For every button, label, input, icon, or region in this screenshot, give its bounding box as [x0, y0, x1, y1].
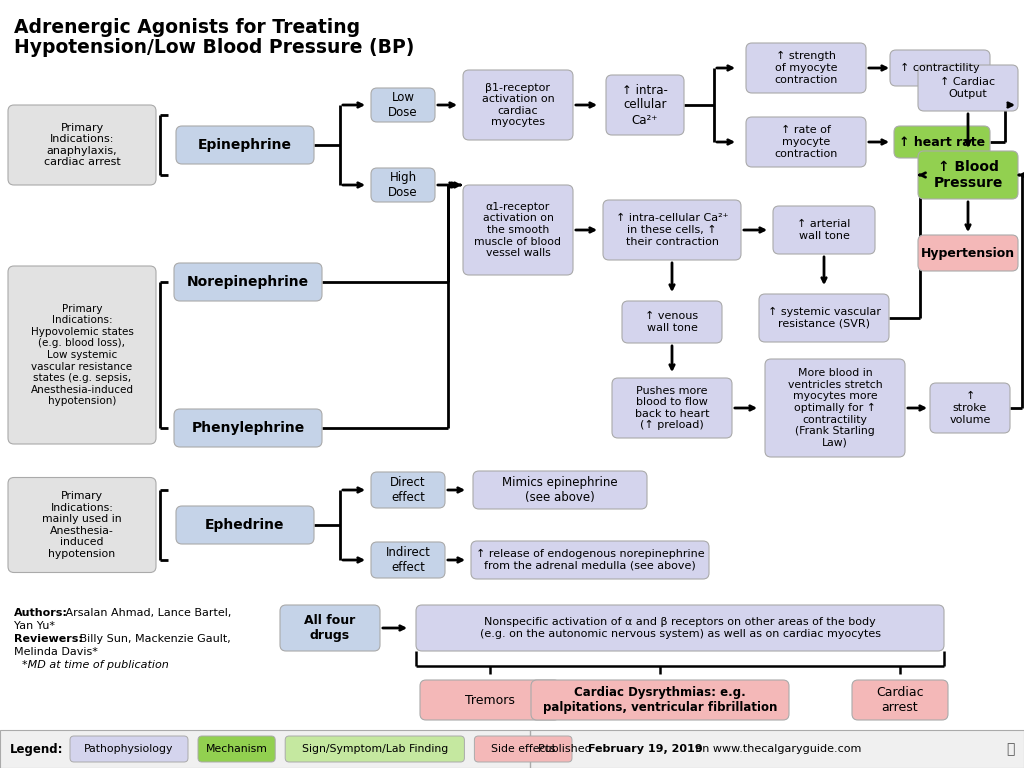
- Text: Ⓒ: Ⓒ: [1006, 742, 1014, 756]
- FancyBboxPatch shape: [473, 471, 647, 509]
- Text: February 19, 2019: February 19, 2019: [588, 744, 702, 754]
- Text: Yan Yu*: Yan Yu*: [14, 621, 55, 631]
- Text: Hypotension/Low Blood Pressure (BP): Hypotension/Low Blood Pressure (BP): [14, 38, 415, 57]
- FancyBboxPatch shape: [773, 206, 874, 254]
- Text: ↑ rate of
myocyte
contraction: ↑ rate of myocyte contraction: [774, 125, 838, 159]
- Text: *MD at time of publication: *MD at time of publication: [22, 660, 169, 670]
- Text: Indirect
effect: Indirect effect: [386, 546, 430, 574]
- Text: ↑ systemic vascular
resistance (SVR): ↑ systemic vascular resistance (SVR): [768, 307, 881, 329]
- Text: Direct
effect: Direct effect: [390, 476, 426, 504]
- Text: Melinda Davis*: Melinda Davis*: [14, 647, 98, 657]
- FancyBboxPatch shape: [918, 65, 1018, 111]
- FancyBboxPatch shape: [765, 359, 905, 457]
- FancyBboxPatch shape: [176, 126, 314, 164]
- FancyBboxPatch shape: [0, 730, 1024, 768]
- FancyBboxPatch shape: [174, 409, 322, 447]
- Text: on www.thecalgaryguide.com: on www.thecalgaryguide.com: [692, 744, 861, 754]
- FancyBboxPatch shape: [622, 301, 722, 343]
- FancyBboxPatch shape: [280, 605, 380, 651]
- FancyBboxPatch shape: [918, 235, 1018, 271]
- FancyBboxPatch shape: [198, 736, 275, 762]
- Text: Phenylephrine: Phenylephrine: [191, 421, 304, 435]
- Text: ↑
stroke
volume: ↑ stroke volume: [949, 392, 990, 425]
- Text: ↑ heart rate: ↑ heart rate: [899, 135, 985, 148]
- Text: Cardiac
arrest: Cardiac arrest: [877, 686, 924, 714]
- Text: ↑ venous
wall tone: ↑ venous wall tone: [645, 311, 698, 333]
- Text: Pathophysiology: Pathophysiology: [84, 744, 174, 754]
- Text: α1-receptor
activation on
the smooth
muscle of blood
vessel walls: α1-receptor activation on the smooth mus…: [474, 202, 561, 258]
- FancyBboxPatch shape: [930, 383, 1010, 433]
- Text: ↑ intra-
cellular
Ca²⁺: ↑ intra- cellular Ca²⁺: [622, 84, 668, 127]
- Text: More blood in
ventricles stretch
myocytes more
optimally for ↑
contractility
(Fr: More blood in ventricles stretch myocyte…: [787, 368, 883, 448]
- FancyBboxPatch shape: [463, 185, 573, 275]
- Text: Published: Published: [538, 744, 595, 754]
- Text: ↑ arterial
wall tone: ↑ arterial wall tone: [798, 219, 851, 241]
- FancyBboxPatch shape: [890, 50, 990, 86]
- Text: Arsalan Ahmad, Lance Bartel,: Arsalan Ahmad, Lance Bartel,: [62, 608, 231, 618]
- FancyBboxPatch shape: [471, 541, 709, 579]
- FancyBboxPatch shape: [70, 736, 188, 762]
- FancyBboxPatch shape: [371, 542, 445, 578]
- Text: ↑ Blood
Pressure: ↑ Blood Pressure: [933, 160, 1002, 190]
- Text: ↑ strength
of myocyte
contraction: ↑ strength of myocyte contraction: [774, 51, 838, 84]
- FancyBboxPatch shape: [371, 168, 435, 202]
- Text: High
Dose: High Dose: [388, 171, 418, 199]
- FancyBboxPatch shape: [894, 126, 990, 158]
- FancyBboxPatch shape: [603, 200, 741, 260]
- FancyBboxPatch shape: [463, 70, 573, 140]
- Text: Tremors: Tremors: [465, 694, 515, 707]
- Text: Adrenergic Agonists for Treating: Adrenergic Agonists for Treating: [14, 18, 360, 37]
- Text: Billy Sun, Mackenzie Gault,: Billy Sun, Mackenzie Gault,: [76, 634, 230, 644]
- FancyBboxPatch shape: [746, 117, 866, 167]
- Text: Primary
Indications:
anaphylaxis,
cardiac arrest: Primary Indications: anaphylaxis, cardia…: [44, 123, 121, 167]
- Text: Side effects: Side effects: [492, 744, 555, 754]
- FancyBboxPatch shape: [474, 736, 572, 762]
- FancyBboxPatch shape: [918, 151, 1018, 199]
- FancyBboxPatch shape: [174, 263, 322, 301]
- Text: ↑ intra-cellular Ca²⁺
in these cells, ↑
their contraction: ↑ intra-cellular Ca²⁺ in these cells, ↑ …: [615, 214, 728, 247]
- Text: Hypertension: Hypertension: [921, 247, 1015, 260]
- Text: Mechanism: Mechanism: [206, 744, 267, 754]
- FancyBboxPatch shape: [371, 472, 445, 508]
- FancyBboxPatch shape: [8, 266, 156, 444]
- Text: β1-receptor
activation on
cardiac
myocytes: β1-receptor activation on cardiac myocyt…: [481, 83, 554, 127]
- FancyBboxPatch shape: [852, 680, 948, 720]
- FancyBboxPatch shape: [531, 680, 790, 720]
- FancyBboxPatch shape: [606, 75, 684, 135]
- Text: Nonspecific activation of α and β receptors on other areas of the body
(e.g. on : Nonspecific activation of α and β recept…: [479, 617, 881, 639]
- Text: Ephedrine: Ephedrine: [205, 518, 285, 532]
- FancyBboxPatch shape: [416, 605, 944, 651]
- Text: Cardiac Dysrythmias: e.g.
palpitations, ventricular fibrillation: Cardiac Dysrythmias: e.g. palpitations, …: [543, 686, 777, 714]
- Text: Authors:: Authors:: [14, 608, 68, 618]
- FancyBboxPatch shape: [8, 105, 156, 185]
- FancyBboxPatch shape: [8, 478, 156, 572]
- Text: Sign/Symptom/Lab Finding: Sign/Symptom/Lab Finding: [302, 744, 447, 754]
- FancyBboxPatch shape: [420, 680, 560, 720]
- FancyBboxPatch shape: [612, 378, 732, 438]
- Text: Legend:: Legend:: [10, 743, 63, 756]
- Text: Low
Dose: Low Dose: [388, 91, 418, 119]
- FancyBboxPatch shape: [286, 736, 465, 762]
- Text: Pushes more
blood to flow
back to heart
(↑ preload): Pushes more blood to flow back to heart …: [635, 386, 710, 430]
- Text: Mimics epinephrine
(see above): Mimics epinephrine (see above): [502, 476, 617, 504]
- Text: Epinephrine: Epinephrine: [198, 138, 292, 152]
- Text: Primary
Indications:
Hypovolemic states
(e.g. blood loss),
Low systemic
vascular: Primary Indications: Hypovolemic states …: [31, 303, 133, 406]
- FancyBboxPatch shape: [759, 294, 889, 342]
- FancyBboxPatch shape: [371, 88, 435, 122]
- Text: Reviewers:: Reviewers:: [14, 634, 83, 644]
- Text: Norepinephrine: Norepinephrine: [187, 275, 309, 289]
- Text: ↑ Cardiac
Output: ↑ Cardiac Output: [940, 78, 995, 99]
- Text: ↑ release of endogenous norepinephrine
from the adrenal medulla (see above): ↑ release of endogenous norepinephrine f…: [476, 549, 705, 571]
- Text: ↑ contractility: ↑ contractility: [900, 63, 980, 73]
- FancyBboxPatch shape: [176, 506, 314, 544]
- Text: Primary
Indications:
mainly used in
Anesthesia-
induced
hypotension: Primary Indications: mainly used in Anes…: [42, 491, 122, 559]
- FancyBboxPatch shape: [746, 43, 866, 93]
- Text: All four
drugs: All four drugs: [304, 614, 355, 642]
